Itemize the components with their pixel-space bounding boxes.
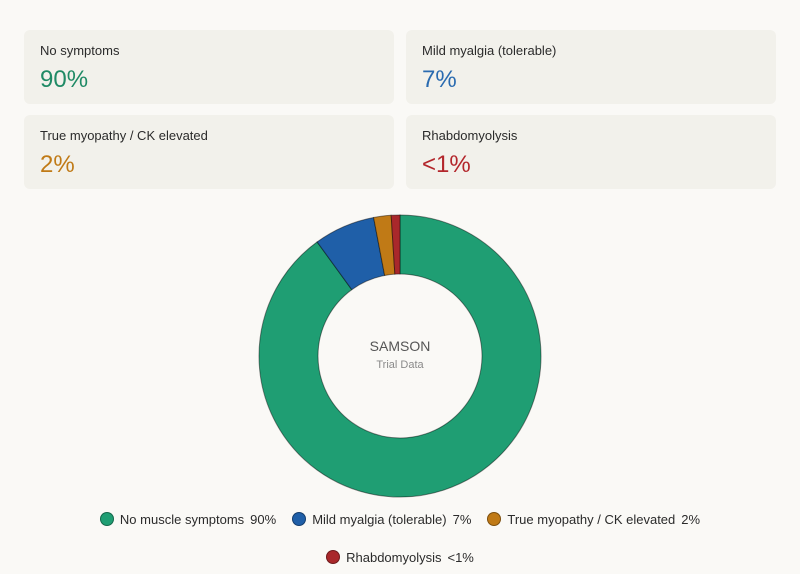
stat-card-value: 90%	[40, 66, 89, 93]
donut-slices	[258, 214, 542, 498]
stat-cards: No symptoms 90% Mild myalgia (tolerable)…	[24, 30, 776, 189]
legend-value: 90%	[250, 511, 277, 527]
legend-item[interactable]: No muscle symptoms 90%	[92, 508, 284, 530]
stat-card-label: True myopathy / CK elevated	[40, 128, 208, 143]
donut-slice-1[interactable]	[316, 216, 386, 291]
stat-card-value: <1%	[422, 151, 471, 178]
stat-card-value: 7%	[422, 66, 457, 93]
legend-label: No muscle symptoms	[119, 511, 245, 527]
legend-value: 2%	[681, 511, 701, 527]
donut-center-title: SAMSON	[370, 338, 431, 354]
legend-label: True myopathy / CK elevated	[507, 511, 676, 527]
stat-card-value: 2%	[40, 151, 75, 178]
legend-swatch-icon	[487, 512, 502, 526]
legend-label: Mild myalgia (tolerable)	[312, 511, 447, 527]
stat-card-label: No symptoms	[40, 43, 120, 58]
donut-slice-2[interactable]	[372, 214, 396, 277]
donut-chart: SAMSON Trial Data	[0, 200, 800, 510]
legend-label: Rhabdomyolysis	[346, 549, 442, 565]
legend-value: 7%	[452, 511, 472, 527]
donut-center-subtitle: Trial Data	[376, 359, 424, 371]
legend-swatch-icon	[99, 512, 114, 526]
stat-card-rhabdomyolysis: Rhabdomyolysis <1%	[406, 115, 776, 189]
legend-swatch-icon	[292, 512, 307, 526]
donut-slice-3[interactable]	[390, 214, 401, 275]
donut-slice-0[interactable]	[258, 214, 542, 498]
stat-card-label: Rhabdomyolysis	[422, 128, 518, 143]
stat-card-mild-myalgia: Mild myalgia (tolerable) 7%	[406, 30, 776, 104]
legend-swatch-icon	[326, 550, 341, 564]
legend-item[interactable]: Rhabdomyolysis <1%	[318, 546, 482, 568]
donut-chart-svg: SAMSON Trial Data	[258, 214, 542, 498]
stat-card-true-myopathy: True myopathy / CK elevated 2%	[24, 115, 394, 189]
legend-item[interactable]: Mild myalgia (tolerable) 7%	[284, 508, 479, 530]
stat-card-no-symptoms: No symptoms 90%	[24, 30, 394, 104]
stat-card-label: Mild myalgia (tolerable)	[422, 43, 557, 58]
legend-item[interactable]: True myopathy / CK elevated 2%	[479, 508, 708, 530]
legend-value: <1%	[447, 549, 474, 565]
chart-legend: No muscle symptoms 90% Mild myalgia (toler…	[0, 508, 800, 568]
